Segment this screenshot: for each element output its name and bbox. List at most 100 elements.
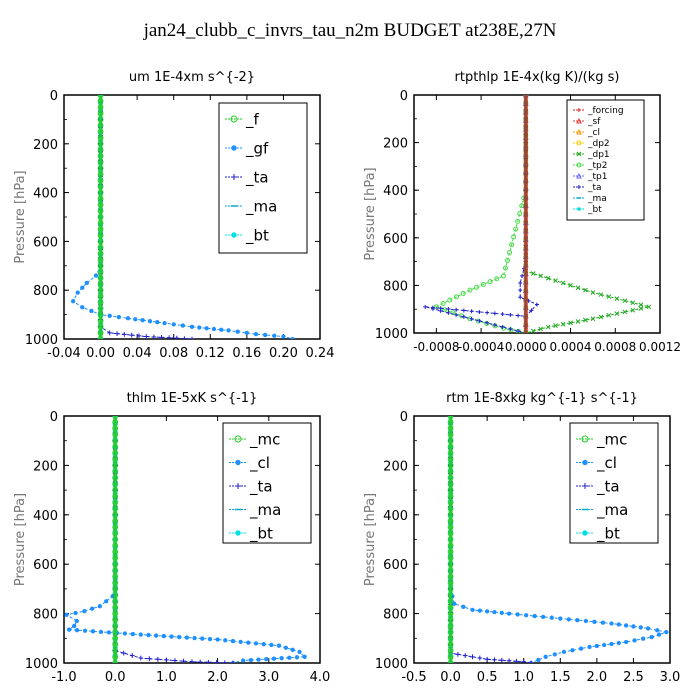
data-point [73,610,78,616]
data-point [189,659,195,663]
data-point [283,645,289,650]
y-tick-label: 0 [50,410,58,425]
data-point [169,634,174,639]
data-point [146,632,151,638]
y-tick-label: 1000 [25,657,58,672]
data-point [264,656,269,662]
series-group [64,416,307,663]
data-point [271,656,277,661]
data-point [638,306,644,311]
data-point [162,320,167,326]
data-point [606,312,612,318]
data-point [454,307,459,312]
data-point [516,313,521,318]
data-point [200,636,205,641]
data-point [614,296,620,302]
x-tick-label: 0.20 [269,346,298,361]
data-point [500,312,505,317]
data-point [155,656,161,662]
legend-item: _tp2 [573,161,607,171]
legend-item: _ta [576,477,620,496]
x-tick-label: -0.0004 [458,340,504,354]
x-tick-label: 1.0 [156,670,177,685]
data-point [97,604,102,609]
data-point [192,635,197,641]
y-tick-label: 200 [33,138,58,153]
data-point [523,613,529,618]
data-point [214,660,219,663]
data-point [446,310,451,315]
legend-label: _forcing [587,106,624,116]
legend-item: _mc [229,430,280,449]
legend-item: _forcing [573,106,624,116]
legend-label: _ta [596,477,620,496]
data-point [543,654,548,659]
y-tick-label: 400 [33,187,58,202]
legend-label: _sf [587,117,601,127]
data-point [290,336,295,339]
data-point [294,655,300,660]
x-tick-label: 0.16 [232,346,261,361]
x-tick-label: -0.04 [47,346,81,361]
y-tick-label: 800 [383,608,408,623]
data-point [598,314,604,320]
x-tick-label: 0.0 [440,670,461,685]
data-point [181,336,187,339]
data-point [133,317,138,322]
data-point [181,658,186,663]
legend-item: _gf [225,139,269,158]
x-tick-label: 0.24 [306,346,335,361]
data-point [552,652,557,657]
x-tick-label: 3.0 [258,670,279,685]
data-point [500,273,506,279]
data-point [125,316,131,321]
data-point [462,653,468,658]
data-point [442,307,448,313]
data-point [84,280,90,286]
data-point [272,333,277,338]
data-point [477,318,482,323]
data-point [66,627,72,632]
x-tick-label: 2.0 [207,670,228,685]
series-ta [98,95,195,339]
data-point [140,318,145,323]
data-point [189,336,195,339]
chart-panel-3: thlm 1E-5xK s^{-1} Pressure [hPa] 0 200 400 6… [13,391,330,685]
x-tick-label: -1.0 [51,670,76,685]
y-tick-label: 600 [33,235,58,250]
data-point [641,636,646,641]
legend-label: _bt [249,524,273,543]
y-axis-label: Pressure [hPa] [363,493,378,586]
series-tp2 [433,95,529,333]
x-tick-label: 0.0004 [550,340,592,354]
data-point [600,620,606,625]
data-point [177,634,182,640]
x-tick-label: -0.5 [401,670,426,685]
chart-panel-4: rtm 1E-8xkg kg^{-1} s^{-1} Pressure [hPa]… [363,391,680,685]
y-tick-label: 800 [33,608,58,623]
y-tick-label: 400 [383,184,408,199]
legend-item: _ta [225,168,269,187]
data-point [159,334,164,339]
x-tick-label: 0.00 [86,346,115,361]
x-tick-label: 0.0012 [639,340,681,354]
data-point [517,211,523,217]
series-group [447,416,669,663]
data-point [64,612,69,617]
data-point [649,634,654,640]
legend-label: _cl [596,454,617,473]
data-point [430,306,435,311]
data-point [121,331,127,337]
y-tick-label: 800 [383,279,408,294]
data-point [592,619,597,624]
data-point [455,651,461,657]
data-point [484,609,490,614]
series-group [423,95,652,333]
data-point [514,658,519,663]
legend-label: _ta [249,477,273,496]
data-point [75,290,80,295]
data-point [506,611,512,616]
chart-panel-2: rtpthlp 1E-4x(kg K)/(kg s) Pressure [hPa]… [363,70,681,354]
data-point [530,271,536,276]
x-tick-label: 4.0 [310,670,331,685]
